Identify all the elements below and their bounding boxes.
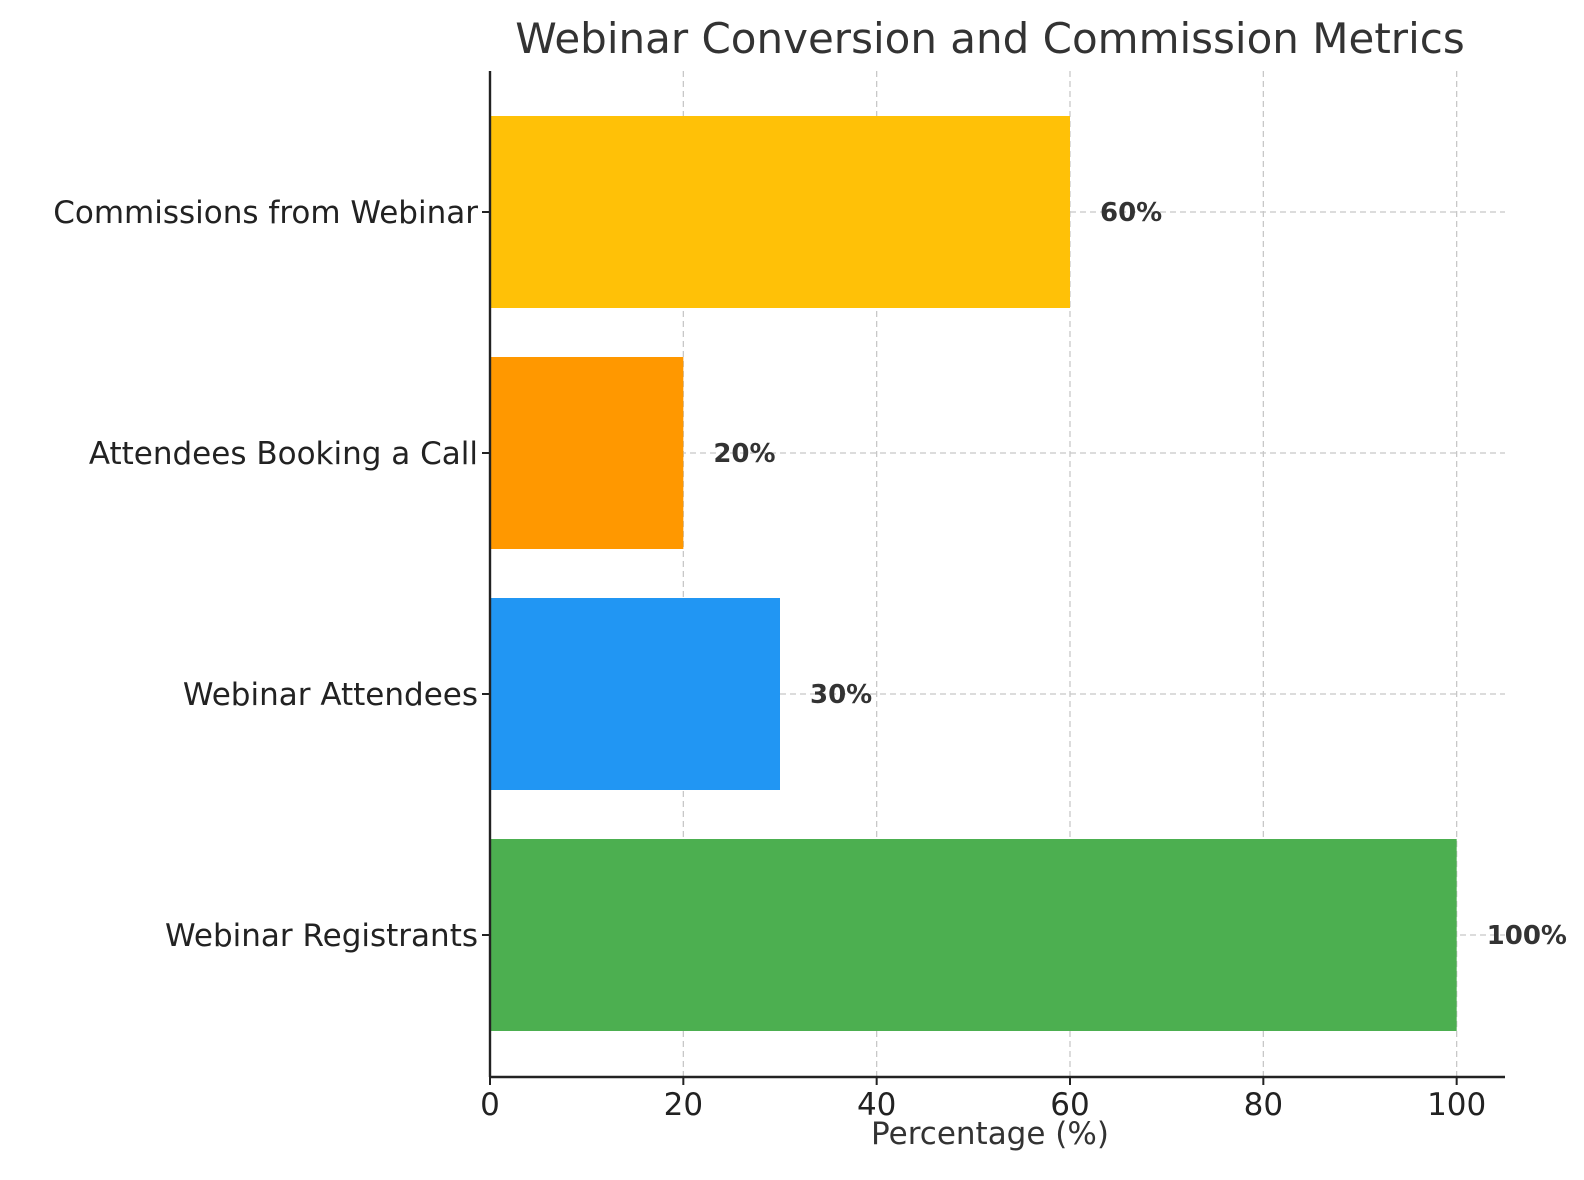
bar-4 <box>490 116 1070 308</box>
x-axis-title: Percentage (%) <box>871 1116 1109 1152</box>
bar-3 <box>490 357 684 549</box>
bars <box>490 116 1457 1031</box>
category-label: Attendees Booking a Call <box>89 436 478 472</box>
x-tick-label: 80 <box>1244 1087 1283 1123</box>
bar-1 <box>490 839 1457 1031</box>
data-label: 60% <box>1100 198 1162 228</box>
category-label: Webinar Registrants <box>165 918 478 954</box>
axes <box>482 71 1505 1085</box>
x-tick-label: 40 <box>857 1087 896 1123</box>
data-label: 100% <box>1487 921 1567 951</box>
labels: 0 20 40 60 80 100 Webinar Registrants Webinar A… <box>53 195 1567 1123</box>
x-tick-label: 60 <box>1050 1087 1089 1123</box>
chart-title: Webinar Conversion and Commission Metric… <box>515 14 1464 63</box>
data-label: 30% <box>810 680 872 710</box>
x-tick-label: 100 <box>1427 1087 1486 1123</box>
category-label: Commissions from Webinar <box>53 195 478 231</box>
data-label: 20% <box>713 439 775 469</box>
x-tick-label: 0 <box>480 1087 500 1123</box>
x-tick-label: 20 <box>664 1087 703 1123</box>
category-label: Webinar Attendees <box>183 677 478 713</box>
bar-2 <box>490 598 780 790</box>
